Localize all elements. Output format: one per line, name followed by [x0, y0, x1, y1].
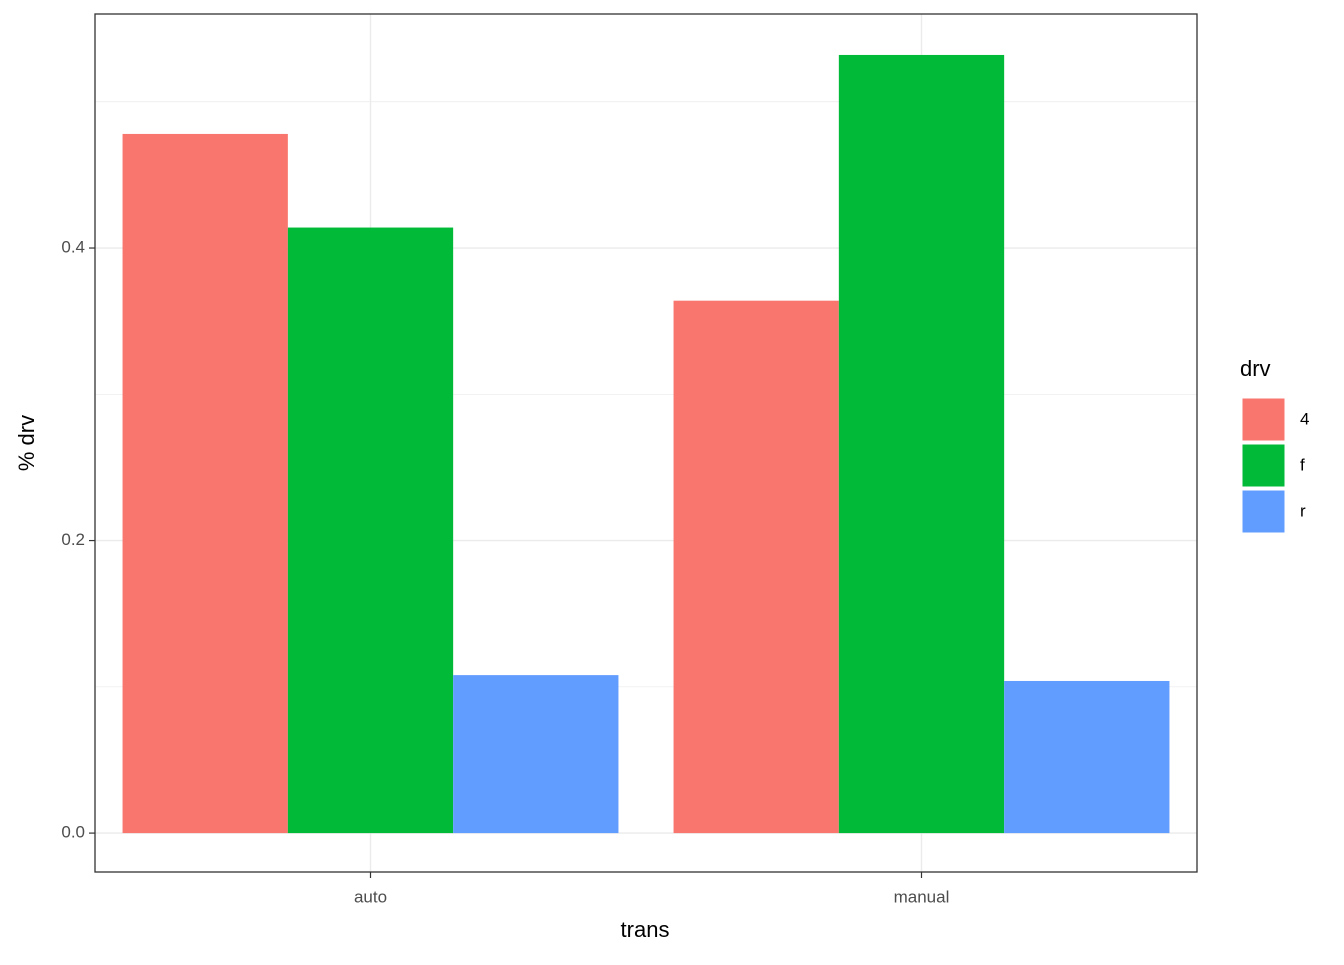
y-tick-label: 0.4: [61, 238, 85, 257]
bar: [1004, 680, 1170, 834]
y-tick-label: 0.0: [61, 823, 85, 842]
legend-key: [1241, 443, 1286, 488]
bars: [122, 54, 1170, 834]
bar: [122, 133, 288, 834]
legend-label: 4: [1300, 409, 1309, 428]
x-tick-label: auto: [354, 887, 387, 906]
legend-key: [1241, 489, 1286, 534]
y-tick-label: 0.2: [61, 530, 85, 549]
x-axis-title: trans: [621, 917, 670, 942]
y-axis-title: % drv: [14, 415, 39, 471]
bar: [673, 300, 839, 834]
bar: [453, 675, 619, 834]
legend-label: f: [1300, 455, 1305, 474]
bar: [287, 227, 454, 834]
legend-key: [1241, 397, 1286, 442]
legend-title: drv: [1240, 356, 1271, 381]
legend-label: r: [1300, 501, 1306, 520]
x-tick-label: manual: [894, 887, 950, 906]
panel-border: [94, 13, 1198, 873]
bar: [838, 54, 1005, 834]
